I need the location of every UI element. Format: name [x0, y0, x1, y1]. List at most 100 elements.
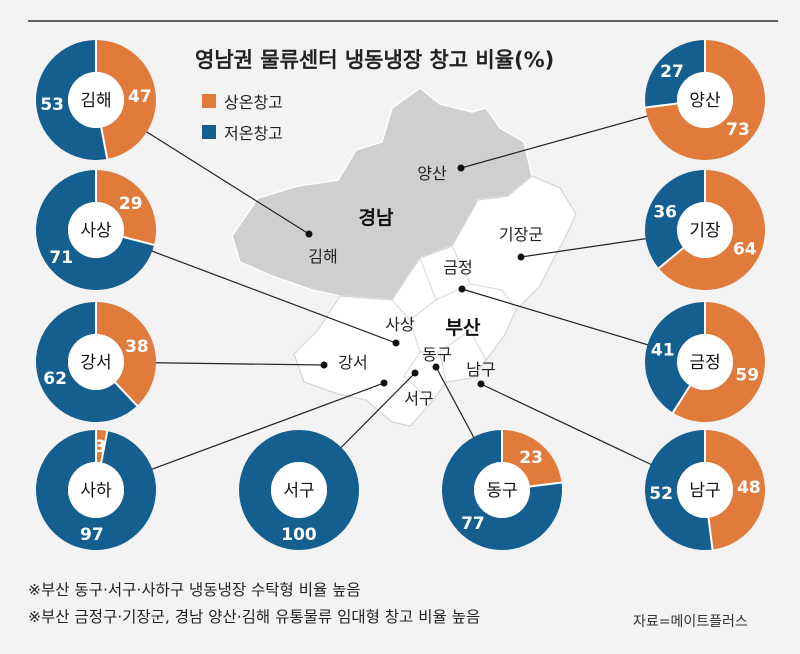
map-place-yangsan: 양산	[417, 164, 447, 183]
value-label-ambient: 3	[94, 437, 106, 457]
donut-hole	[677, 72, 733, 128]
donut-hole	[68, 202, 124, 258]
slice-separator	[529, 481, 562, 488]
slice-ambient	[658, 170, 765, 290]
slice-separator	[707, 517, 714, 550]
donut-hole	[271, 462, 327, 518]
place-dots	[305, 164, 525, 388]
place-dot-5	[411, 369, 419, 377]
slice-cold	[645, 40, 705, 108]
value-label-cold: 77	[461, 514, 485, 534]
value-label-cold: 97	[80, 525, 104, 545]
slice-cold	[644, 170, 705, 269]
slice-separator	[114, 381, 138, 407]
donut-hole	[68, 72, 124, 128]
donut-label: 금정	[689, 353, 720, 373]
value-label-ambient: 73	[726, 120, 750, 140]
slice-cold	[239, 430, 359, 550]
value-label-cold: 53	[40, 95, 64, 115]
value-label-cold: 71	[49, 248, 73, 268]
slice-cold	[36, 170, 155, 291]
value-label-cold: 62	[43, 369, 67, 389]
donut-hole	[677, 202, 733, 258]
source-credit: 자료=메이트플러스	[633, 614, 748, 630]
legend-swatch-ambient	[202, 94, 216, 108]
donut-label: 남구	[689, 481, 720, 501]
map-place-donggu: 동구	[422, 345, 451, 364]
slice-separator	[100, 127, 109, 160]
donut-charts: 김해 4753사상2971강서3862사하397서구100동구2377양산7327…	[35, 40, 766, 551]
slice-separator	[672, 385, 691, 414]
map-district-lines	[391, 245, 517, 403]
place-dot-1	[305, 230, 313, 238]
place-dot-4	[380, 379, 388, 387]
donut-8: 기장 64 36	[644, 170, 765, 290]
slice-separator	[658, 247, 685, 270]
legend-label-ambient: 상온창고	[224, 93, 283, 112]
slice-ambient	[502, 430, 562, 487]
place-dot-6	[432, 363, 440, 371]
value-label-ambient: 64	[733, 240, 757, 260]
slice-ambient	[96, 302, 157, 406]
value-label-cold: 36	[653, 202, 677, 222]
chart-title: 영남권 물류센터 냉동냉장 창고 비율(%)	[195, 48, 555, 72]
map-label-gyeongnam: 경남	[359, 207, 394, 229]
value-label-ambient: 23	[519, 448, 543, 468]
donut-10: 남구 48 52	[644, 430, 765, 550]
slice-ambient	[645, 40, 765, 160]
donut-hole	[68, 462, 124, 518]
map-place-geumjeong: 금정	[443, 258, 472, 277]
donut-label: 사하	[80, 481, 112, 501]
donut-1: 김해 47 53	[36, 40, 157, 160]
donut-hole	[68, 334, 124, 390]
donut-label: 기장	[689, 221, 721, 241]
footnote-2: ※부산 금정구·기장군, 경남 양산·김해 유통물류 임대형 창고 비율 높음	[28, 608, 481, 626]
map-place-namgu: 남구	[466, 360, 495, 379]
slice-ambient	[672, 302, 766, 422]
place-dot-8	[517, 253, 525, 261]
place-dot-9	[458, 285, 466, 293]
value-label-ambient: 38	[125, 337, 149, 357]
value-label-ambient: 48	[737, 478, 761, 498]
donut-4: 사하 3 97	[35, 430, 156, 550]
value-label-cold: 27	[660, 62, 684, 82]
slice-ambient	[705, 430, 765, 550]
legend-label-cold: 저온창고	[224, 124, 283, 143]
slice-cold	[442, 430, 562, 551]
slice-cold	[645, 302, 705, 413]
legend-swatch-cold	[202, 125, 216, 139]
donut-label: 강서	[80, 353, 111, 373]
footnote-1: ※부산 동구·서구·사하구 냉동냉장 수탁형 비율 높음	[28, 581, 361, 599]
slice-separator	[100, 430, 109, 463]
map-place-seogu: 서구	[404, 389, 433, 408]
donut-hole	[677, 334, 733, 390]
slice-ambient	[96, 430, 108, 463]
slice-ambient	[96, 40, 157, 159]
donut-label: 김해	[80, 91, 111, 111]
donut-hole	[677, 462, 733, 518]
map-place-gijang: 기장군	[499, 225, 543, 244]
legend-item-ambient: 상온창고	[202, 89, 283, 113]
map-label-busan: 부산	[446, 317, 481, 339]
donut-hole	[474, 462, 530, 518]
donut-2: 사상 29 71	[36, 170, 156, 291]
place-dot-7	[457, 164, 465, 172]
map-place-gangseo: 강서	[338, 353, 367, 372]
place-dot-10	[477, 380, 485, 388]
value-label-cold: 100	[281, 525, 317, 545]
value-label-ambient: 47	[128, 87, 152, 107]
donut-label: 동구	[486, 481, 517, 501]
donut-9: 금정 59 41	[645, 302, 766, 422]
slice-cold	[36, 302, 138, 422]
value-label-cold: 52	[649, 484, 673, 504]
map-place-sasang: 사상	[385, 315, 415, 334]
value-label-cold: 41	[651, 341, 675, 361]
donut-label: 서구	[283, 481, 314, 501]
slice-cold	[36, 40, 108, 160]
value-label-ambient: 59	[735, 365, 759, 385]
slice-separator	[645, 102, 678, 109]
value-label-ambient: 29	[119, 194, 143, 214]
